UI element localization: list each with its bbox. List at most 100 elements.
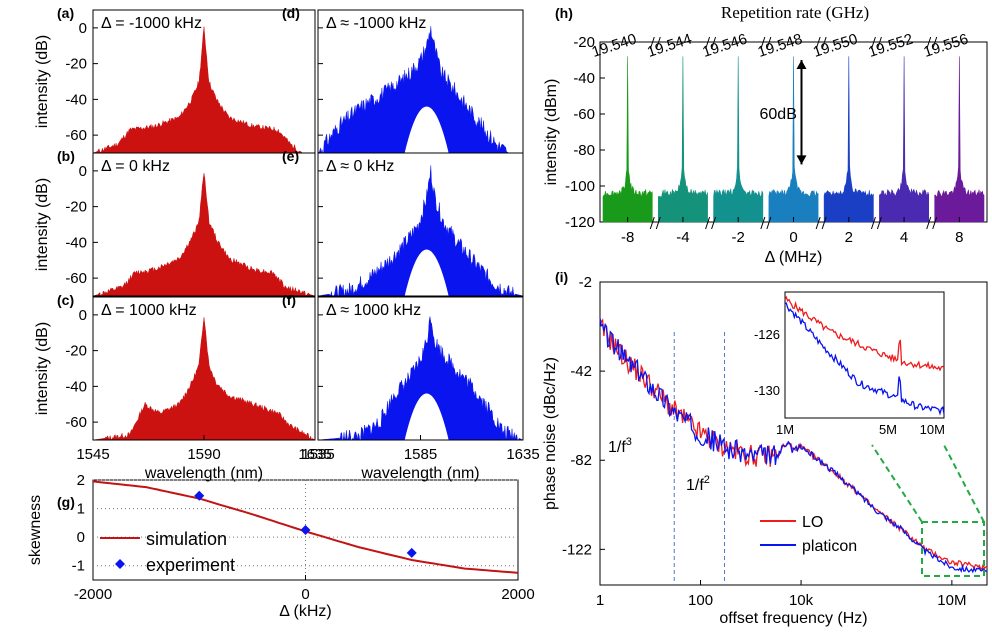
panel-label: (h): [555, 5, 573, 21]
y-tick-label: -60: [65, 414, 87, 431]
x-tick-label: 100: [688, 592, 713, 609]
y-tick-label: -20: [65, 199, 87, 216]
axis-break-bottom: [760, 216, 772, 230]
panel-annotation: Δ = 0 kHz: [101, 158, 170, 175]
top-axis-title: Repetition rate (GHz): [721, 3, 869, 22]
y-tick-label: -82: [570, 452, 592, 469]
x-tick-label: -2: [732, 229, 745, 246]
spectrum-area-mid-1: [317, 165, 524, 297]
y-tick-label: 0: [77, 529, 85, 546]
x-tick-label: 10M: [937, 592, 966, 609]
panel-label: (b): [57, 148, 75, 164]
x-axis-label: Δ (MHz): [765, 249, 823, 266]
inset-x-tick-label: 5M: [879, 422, 897, 437]
slope-f2-label: 1/f2: [686, 474, 710, 494]
y-axis-label: intensity (dBm): [543, 79, 560, 186]
axis-break-top: [705, 36, 717, 50]
inset-x-tick-label: 10M: [920, 422, 945, 437]
x-axis-label: Δ (kHz): [279, 603, 331, 620]
slope-f3-label: 1/f3: [608, 436, 632, 456]
arrow-head-up: [796, 60, 807, 69]
rep-rate-label: 19.548: [756, 31, 805, 61]
panel-label: (d): [282, 5, 300, 21]
y-tick-label: -60: [65, 270, 87, 287]
rep-rate-label: 19.550: [811, 31, 860, 61]
rep-rate-label: 19.546: [700, 31, 749, 61]
panel-h-repetition-rate: (h) Repetition rate (GHz)-20-40-60-80-100…: [543, 3, 988, 266]
rep-rate-label: 19.556: [922, 31, 971, 61]
y-tick-label: -60: [573, 106, 595, 123]
y-axis-label: intensity (dB): [34, 178, 51, 271]
y-axis-label: intensity (dB): [34, 322, 51, 415]
plot-frame: [317, 152, 524, 297]
panel-label: (g): [57, 494, 75, 510]
y-tick-label: -40: [65, 234, 87, 251]
spectrum-area-left-1: [92, 173, 316, 297]
y-tick-label: -40: [65, 378, 87, 395]
spectrum-area-left-2: [92, 317, 316, 441]
zoom-region-box: [921, 521, 985, 577]
rep-rate-label: 19.540: [590, 31, 639, 61]
panel-annotation: Δ ≈ 0 kHz: [326, 158, 394, 175]
experiment-point: [406, 547, 417, 558]
x-tick-label: 1585: [404, 446, 437, 463]
x-tick-label: 2000: [501, 586, 534, 603]
panel-annotation: Δ = -1000 kHz: [101, 15, 202, 32]
axis-break-bottom: [926, 216, 938, 230]
y-tick-label: -20: [65, 343, 87, 360]
spectra-left-column: 0 -20 -40 -60 intensity (dB) (a) Δ = -1000 kHz…: [34, 5, 332, 482]
x-tick-label: 1535: [301, 446, 334, 463]
y-tick-label: -120: [565, 214, 595, 231]
spectrum-notch-mid-0: [404, 106, 449, 153]
x-axis-label: wavelength (nm): [144, 465, 263, 482]
y-tick-label: -40: [573, 70, 595, 87]
axis-break-bottom: [705, 216, 717, 230]
rep-rate-peak-0: [602, 56, 653, 223]
slope-f3-exponent: 3: [626, 436, 632, 448]
rep-rate-peak-6: [934, 56, 985, 223]
panel-label: (e): [282, 148, 299, 164]
legend-simulation-label: simulation: [146, 529, 227, 549]
rep-rate-label: 19.544: [645, 31, 694, 61]
plot-frame: [92, 152, 316, 297]
x-tick-label: 0: [301, 586, 309, 603]
platicon-trace: [599, 317, 988, 574]
plot-frame: [599, 281, 988, 586]
x-tick-label: -4: [676, 229, 689, 246]
x-tick-label: -8: [621, 229, 634, 246]
y-axis-label: skewness: [27, 495, 44, 565]
panel-label: (f): [282, 292, 296, 308]
spectrum-notch-mid-1: [404, 249, 449, 296]
axis-break-bottom: [649, 216, 661, 230]
legend-experiment-swatch: [115, 559, 125, 569]
inset-x-tick-label: 1M: [776, 422, 794, 437]
x-tick-label: 1590: [187, 446, 220, 463]
y-tick-label: 0: [79, 307, 87, 324]
rep-rate-peak-2: [713, 56, 764, 223]
axis-break-top: [926, 36, 938, 50]
x-tick-label: 1: [596, 592, 604, 609]
y-tick-label: 0: [79, 20, 87, 37]
x-axis-label: offset frequency (Hz): [719, 610, 867, 627]
spectrum-area-left-0: [92, 26, 315, 154]
inset-platicon-trace: [784, 302, 945, 416]
axis-break-bottom: [870, 216, 882, 230]
arrow-head-down: [796, 155, 807, 165]
x-tick-label: 1635: [506, 446, 539, 463]
rep-rate-peak-3: [768, 56, 819, 223]
rep-rate-peak-1: [657, 56, 708, 223]
y-tick-label: -1: [72, 558, 85, 575]
x-tick-label: 1545: [76, 446, 109, 463]
spectrum-area-mid-2: [317, 316, 524, 441]
panel-g-skewness: (g)2 1 0 -1 -2000 0 2000 Δ (kHz) skewness simulat…: [27, 472, 535, 620]
spectrum-notch-mid-2: [404, 393, 449, 440]
y-tick-label: -40: [65, 91, 87, 108]
axis-break-bottom: [815, 216, 827, 230]
y-tick-label: -42: [570, 363, 592, 380]
legend-lo-label: LO: [802, 514, 823, 531]
panel-i-phase-noise: (i) -2 -42 -82 -122 1 100 10k 10M offset frequenc…: [542, 269, 988, 627]
y-tick-label: -20: [65, 56, 87, 73]
axis-break-top: [815, 36, 827, 50]
x-tick-label: -2000: [74, 586, 112, 603]
